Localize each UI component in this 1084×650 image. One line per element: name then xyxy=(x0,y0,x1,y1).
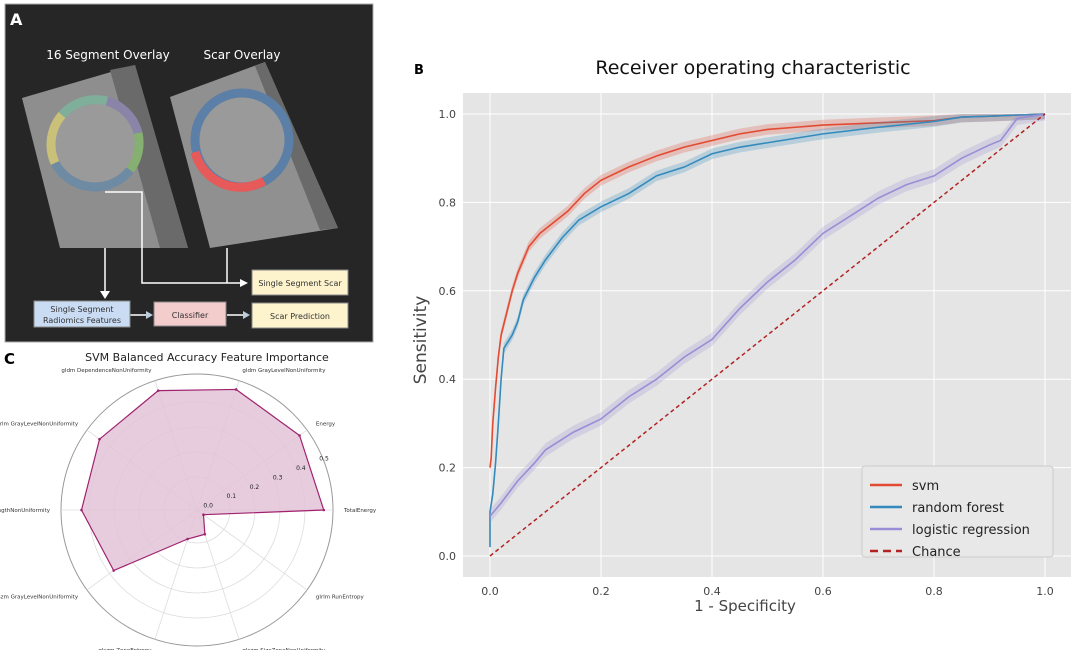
radar-point xyxy=(298,434,301,437)
panel-b-roc: B Receiver operating characteristic 1 - … xyxy=(411,57,1071,615)
radar-category-label: Energy xyxy=(316,422,336,428)
roc-legend-label: random forest xyxy=(912,501,1004,516)
roc-legend-label: logistic regression xyxy=(912,523,1030,538)
radar-point xyxy=(112,569,115,572)
radar-category-label: gldm DependenceNonUniformity xyxy=(61,368,152,374)
radar-category-label: glszm GrayLevelNonUniformity xyxy=(0,594,79,600)
roc-xlabel: 1 - Specificity xyxy=(694,597,796,615)
roc-series-random-forest-line xyxy=(489,113,1046,548)
radar-r-tick-label: 0.2 xyxy=(250,484,260,491)
roc-title: Receiver operating characteristic xyxy=(595,57,910,79)
roc-y-tick-label: 0.4 xyxy=(439,373,457,386)
roc-y-tick-label: 0.8 xyxy=(439,196,457,209)
roc-x-tick-label: 1.0 xyxy=(1036,585,1054,598)
prediction-box-label: Scar Prediction xyxy=(270,312,330,321)
features-box xyxy=(33,300,131,328)
radar-category-label: glszm ZoneEntropy xyxy=(98,648,152,650)
roc-x-tick-label: 0.6 xyxy=(814,585,832,598)
roc-legend: svm random forest logistic regression Chanc… xyxy=(861,465,1054,560)
radar-category-label: glrlm GrayLevelNonUniformity xyxy=(0,422,79,428)
roc-x-tick-label: 0.2 xyxy=(592,585,610,598)
radar-point xyxy=(186,537,189,541)
radar-r-tick-label: 0.1 xyxy=(227,493,237,500)
scar-box-label: Single Segment Scar xyxy=(258,279,342,288)
roc-series-chance-line xyxy=(489,113,1046,557)
radar-r-tick-label: 0.0 xyxy=(203,503,213,510)
roc-ylabel: Sensitivity xyxy=(411,296,431,385)
panel-c-letter: C xyxy=(4,350,15,368)
panel-b-letter: B xyxy=(414,63,424,78)
roc-y-tick-label: 0.6 xyxy=(439,285,457,298)
radar-category-label: TotalEnergy xyxy=(343,508,377,514)
roc-y-tick-label: 1.0 xyxy=(439,108,457,121)
radar-r-tick-label: 0.3 xyxy=(273,474,283,481)
radar-point xyxy=(322,508,326,512)
radar-spoke xyxy=(196,509,308,591)
radar-r-tick-label: 0.4 xyxy=(296,465,306,472)
radar-title: SVM Balanced Accuracy Feature Importance xyxy=(85,351,329,364)
roc-x-tick-label: 0.4 xyxy=(703,585,721,598)
roc-y-tick-label: 0.2 xyxy=(439,462,457,475)
radar-point xyxy=(98,437,101,441)
roc-x-tick-label: 0.8 xyxy=(925,585,943,598)
radar-fill xyxy=(81,389,324,571)
panel-a: A 16 Segment Overlay Scar Overlay xyxy=(4,3,374,343)
overlay-left-title: 16 Segment Overlay xyxy=(46,48,170,62)
roc-series-svm-line xyxy=(489,113,1046,468)
radar-point xyxy=(202,513,205,517)
radar-point xyxy=(156,389,160,392)
flow-arrows xyxy=(104,191,245,316)
scar-box xyxy=(251,269,349,296)
prediction-box xyxy=(251,302,349,329)
radar-category-label: gldm GrayLevelNonUniformity xyxy=(242,368,326,374)
classifier-box-label: Classifier xyxy=(172,311,209,320)
scar-overlay-image xyxy=(170,62,338,248)
roc-legend-label: svm xyxy=(912,479,939,494)
features-box-line1: Single Segment xyxy=(50,305,113,314)
roc-legend-label: Chance xyxy=(912,545,961,560)
radar-category-label: glrlm RunLengthNonUniformity xyxy=(0,508,51,514)
radar-point xyxy=(203,532,207,536)
radar-category-label: glrlm RunEntropy xyxy=(316,594,365,600)
overlay-right-title: Scar Overlay xyxy=(204,48,281,62)
arrow-heads xyxy=(100,279,250,319)
roc-y-tick-label: 0.0 xyxy=(439,550,457,563)
radar-point xyxy=(234,388,238,391)
roc-legend-box xyxy=(861,465,1054,558)
panel-a-letter: A xyxy=(10,10,23,29)
features-box-line2: Radiomics Features xyxy=(43,316,121,325)
roc-series-logistic-regression-line xyxy=(489,113,1046,517)
segment-overlay-image xyxy=(22,65,188,248)
radar-r-tick-label: 0.5 xyxy=(319,456,329,463)
roc-x-tick-label: 0.0 xyxy=(481,585,499,598)
classifier-box xyxy=(153,301,227,327)
radar-category-label: glszm SizeZoneNonUniformity xyxy=(242,648,326,650)
panel-c-radar: C SVM Balanced Accuracy Feature Importan… xyxy=(0,350,377,650)
radar-point xyxy=(80,508,83,512)
